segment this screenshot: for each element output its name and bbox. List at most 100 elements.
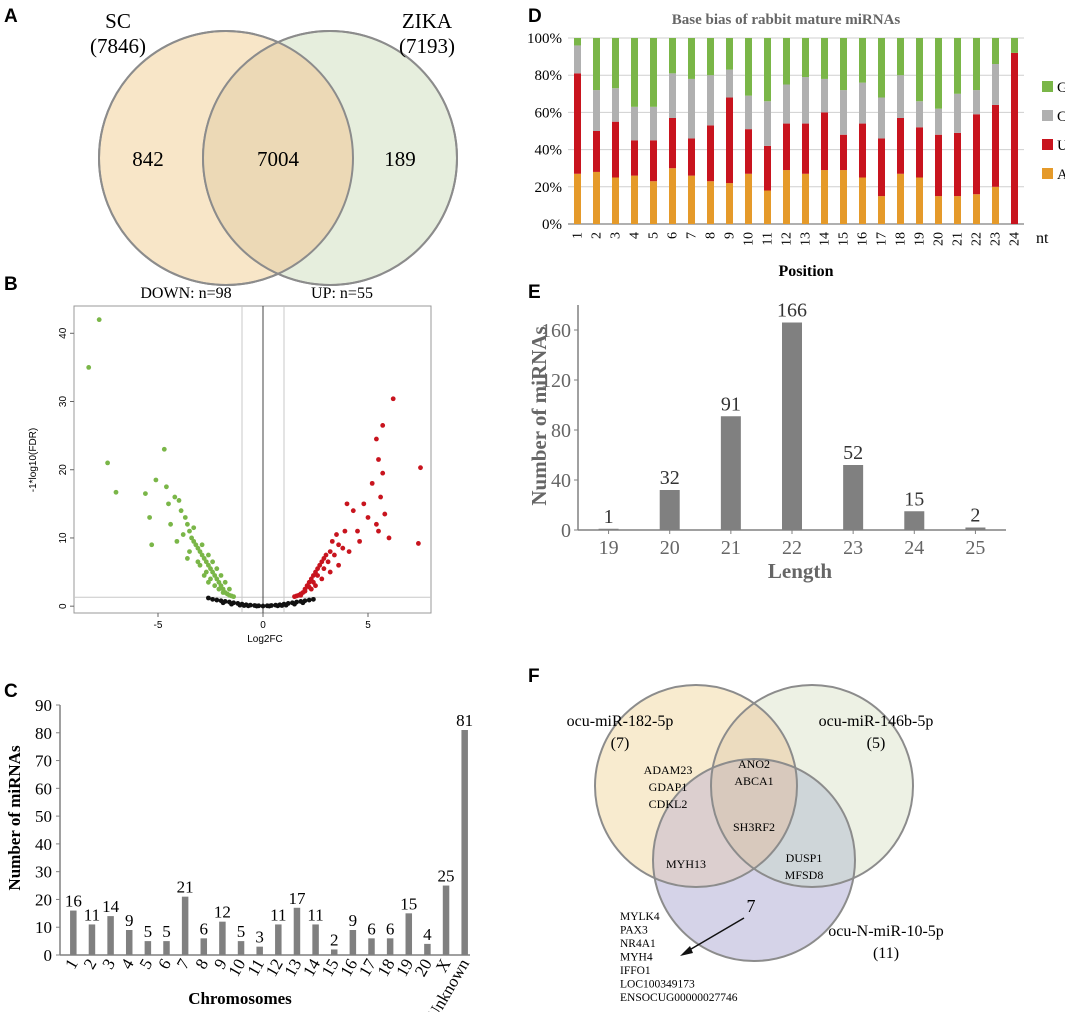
bias-bar-segment-C xyxy=(688,78,695,139)
bias-bar-segment-U xyxy=(669,117,676,169)
volcano-point-down xyxy=(218,573,224,578)
bias-bar-segment-C xyxy=(973,90,980,115)
bias-bar-segment-A xyxy=(707,181,714,224)
venn-a-zika-name: ZIKA xyxy=(402,9,453,33)
bias-legend-label: G xyxy=(1057,80,1065,96)
chrom-x-tick-label: 8 xyxy=(192,956,213,973)
venn-f-gene: NR4A1 xyxy=(620,938,656,950)
bias-bar-segment-U xyxy=(745,129,752,174)
bias-y-tick-label: 0% xyxy=(542,217,562,233)
volcano-point-down xyxy=(199,542,205,548)
chrom-y-tick-label: 60 xyxy=(35,779,52,798)
length-bar xyxy=(782,322,802,530)
volcano-plot-frame xyxy=(73,305,432,614)
volcano-point-down xyxy=(166,501,171,507)
bias-bar-segment-A xyxy=(992,186,999,224)
volcano-point-ns xyxy=(292,601,297,607)
chrom-bar xyxy=(237,941,245,955)
volcano-point-up xyxy=(340,545,346,551)
bias-bar-segment-A xyxy=(973,194,980,224)
bias-bar-segment-A xyxy=(897,173,904,224)
volcano-point-up xyxy=(313,583,318,589)
chrom-bar-value: 9 xyxy=(349,911,358,930)
bias-bar-segment-G xyxy=(916,38,923,102)
volcano-point-down xyxy=(201,573,207,578)
bias-bar-segment-U xyxy=(840,134,847,171)
bias-bar-segment-A xyxy=(688,175,695,224)
bias-bar-segment-U xyxy=(593,131,600,172)
volcano-point-ns xyxy=(266,603,272,609)
volcano-point-down xyxy=(222,579,228,585)
volcano-point-up xyxy=(327,549,333,554)
chrom-x-tick-label: 3 xyxy=(98,956,119,973)
bias-bar-segment-C xyxy=(802,77,809,124)
bias-bar-segment-U xyxy=(574,73,581,174)
volcano-point-up xyxy=(374,436,379,442)
venn-f-mir146b-name: ocu-miR-146b-5p xyxy=(819,713,934,730)
volcano-point-up xyxy=(292,594,297,600)
chrom-bar-value: 5 xyxy=(144,922,153,941)
chrom-bar-value: 5 xyxy=(237,922,246,941)
panel-a: A SC (7846) ZIKA (7193) 842 7004 189 xyxy=(4,6,458,286)
venn-f-gene: DUSP1 xyxy=(786,851,823,865)
volcano-point-down xyxy=(96,317,102,323)
bias-bar-segment-A xyxy=(821,170,828,224)
chrom-bar xyxy=(386,938,394,955)
volcano-point-up xyxy=(357,538,362,544)
bias-bar-segment-G xyxy=(897,38,904,76)
bias-bar-segment-G xyxy=(612,38,619,89)
length-bar xyxy=(720,416,741,530)
bias-x-tick-label: 13 xyxy=(799,232,814,246)
volcano-point-down xyxy=(182,515,188,520)
volcano-x-tick-label: 0 xyxy=(260,620,266,631)
bias-bar-segment-C xyxy=(992,64,999,105)
volcano-point-up xyxy=(365,515,371,520)
venn-f-mir182-total: (7) xyxy=(611,735,630,752)
venn-f-gene: GDAP1 xyxy=(649,780,688,794)
volcano-point-up xyxy=(382,511,388,517)
bias-bar-segment-C xyxy=(916,101,923,128)
venn-a-sc-total: (7846) xyxy=(90,34,146,58)
bias-x-tick-label: 4 xyxy=(628,232,643,239)
panel-d-label: D xyxy=(528,6,542,27)
volcano-x-label: Log2FC xyxy=(247,634,283,645)
chrom-bar xyxy=(312,924,319,955)
volcano-point-up xyxy=(380,422,386,428)
bias-x-tick-label: 12 xyxy=(780,232,795,246)
bias-bar-segment-A xyxy=(764,190,771,224)
volcano-point-down xyxy=(220,590,226,595)
bias-bar-segment-U xyxy=(859,123,866,178)
bias-bar-segment-C xyxy=(783,84,790,124)
volcano-point-up xyxy=(376,528,381,534)
volcano-point-down xyxy=(206,579,211,585)
length-bar xyxy=(598,528,619,530)
chrom-bar xyxy=(125,930,133,955)
volcano-y-tick-label: 30 xyxy=(58,396,69,408)
chrom-bar-value: 17 xyxy=(288,889,306,908)
venn-a-sc-name: SC xyxy=(105,9,131,33)
base-bias-title: Base bias of rabbit mature miRNAs xyxy=(672,12,901,28)
bias-bar-segment-G xyxy=(935,38,942,109)
volcano-point-down xyxy=(212,583,218,589)
volcano-x-ticks: -5 0 5 xyxy=(154,613,371,631)
bias-bar-segment-U xyxy=(688,138,695,176)
volcano-point-up xyxy=(327,569,333,575)
bias-x-unit: nt xyxy=(1036,230,1049,247)
length-x-tick-label: 22 xyxy=(782,537,802,559)
length-x-tick-label: 21 xyxy=(721,537,741,559)
bias-legend-label: U xyxy=(1057,138,1065,154)
bias-x-tick-label: 21 xyxy=(951,232,966,246)
bias-bar-segment-U xyxy=(878,138,885,197)
volcano-y-tick-label: 0 xyxy=(58,603,69,609)
length-bar-value: 2 xyxy=(970,505,980,527)
length-y-tick-label: 120 xyxy=(541,370,571,392)
bias-bar-segment-G xyxy=(992,38,999,65)
bias-bar-segment-C xyxy=(574,45,581,74)
volcano-point-up xyxy=(386,535,392,541)
length-x-tick-label: 20 xyxy=(660,537,680,559)
volcano-y-ticks: 0 10 20 30 40 xyxy=(58,327,74,609)
length-x-tick-label: 19 xyxy=(599,537,619,559)
